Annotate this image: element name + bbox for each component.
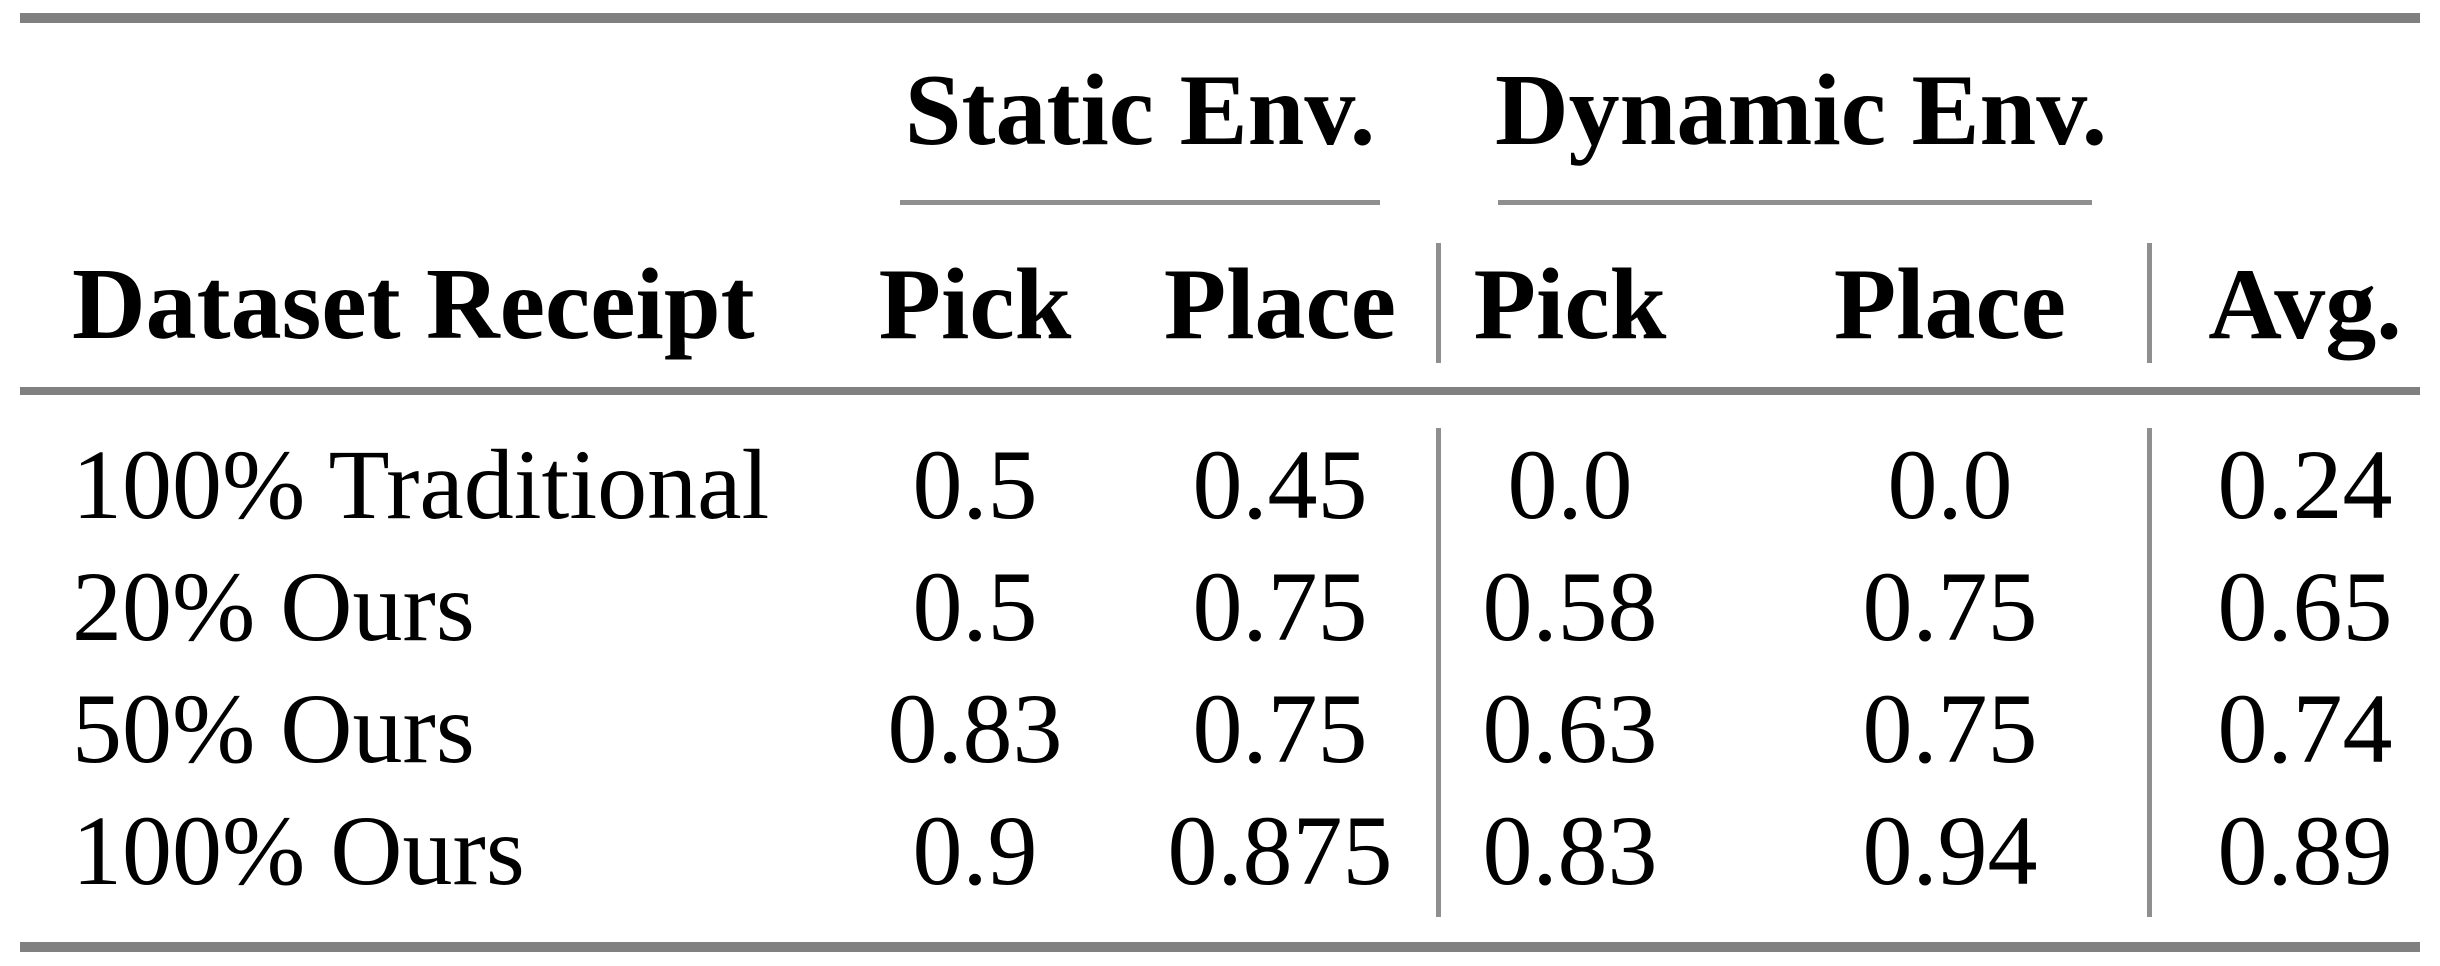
col-header-static-place: Place	[1163, 248, 1397, 361]
header-midrule	[20, 387, 2420, 395]
value-cell: 0.9	[912, 795, 1038, 906]
vertical-rule-static-dynamic-body	[1436, 428, 1441, 917]
row-label: 100% Ours	[72, 795, 525, 906]
row-label: 50% Ours	[72, 673, 475, 784]
value-cell: 0.45	[1192, 429, 1368, 540]
cmidrule-static-env	[900, 200, 1380, 205]
bottom-rule	[20, 942, 2420, 952]
group-header-dynamic-env: Dynamic Env.	[1495, 54, 2108, 167]
vertical-rule-dynamic-avg-header	[2147, 243, 2152, 363]
col-header-static-pick: Pick	[878, 248, 1072, 361]
col-header-dynamic-place: Place	[1833, 248, 2067, 361]
value-cell: 0.74	[2217, 673, 2393, 784]
value-cell: 0.65	[2217, 551, 2393, 662]
col-header-dataset-receipt: Dataset Receipt	[72, 248, 755, 361]
value-cell: 0.75	[1192, 551, 1368, 662]
value-cell: 0.58	[1482, 551, 1658, 662]
value-cell: 0.5	[912, 429, 1038, 540]
value-cell: 0.89	[2217, 795, 2393, 906]
value-cell: 0.75	[1862, 551, 2038, 662]
col-header-dynamic-pick: Pick	[1473, 248, 1667, 361]
top-rule	[20, 13, 2420, 23]
value-cell: 0.75	[1192, 673, 1368, 784]
value-cell: 0.875	[1167, 795, 1393, 906]
value-cell: 0.94	[1862, 795, 2038, 906]
value-cell: 0.0	[1887, 429, 2013, 540]
cmidrule-dynamic-env	[1498, 200, 2092, 205]
row-label: 20% Ours	[72, 551, 475, 662]
row-label: 100% Traditional	[72, 429, 770, 540]
value-cell: 0.0	[1507, 429, 1633, 540]
value-cell: 0.83	[887, 673, 1063, 784]
vertical-rule-dynamic-avg-body	[2147, 428, 2152, 917]
value-cell: 0.24	[2217, 429, 2393, 540]
value-cell: 0.63	[1482, 673, 1658, 784]
vertical-rule-static-dynamic-header	[1436, 243, 1441, 363]
col-header-avg: Avg.	[2208, 248, 2402, 361]
value-cell: 0.75	[1862, 673, 2038, 784]
group-header-static-env: Static Env.	[904, 54, 1376, 167]
value-cell: 0.5	[912, 551, 1038, 662]
value-cell: 0.83	[1482, 795, 1658, 906]
